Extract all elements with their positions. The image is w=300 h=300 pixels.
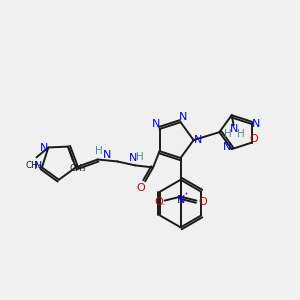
Text: H: H bbox=[136, 152, 144, 163]
Text: ⁺: ⁺ bbox=[183, 191, 188, 200]
Text: CH₃: CH₃ bbox=[25, 161, 42, 170]
Text: N: N bbox=[129, 154, 137, 164]
Text: H: H bbox=[224, 129, 232, 139]
Text: N: N bbox=[40, 143, 49, 154]
Text: N: N bbox=[194, 135, 203, 145]
Text: N: N bbox=[223, 142, 231, 152]
Text: N: N bbox=[34, 161, 42, 171]
Text: N: N bbox=[179, 112, 188, 122]
Text: N: N bbox=[230, 124, 238, 134]
Text: O: O bbox=[249, 134, 258, 144]
Text: O: O bbox=[198, 196, 207, 207]
Text: ⁻: ⁻ bbox=[160, 201, 165, 210]
Text: H: H bbox=[95, 146, 103, 156]
Text: O: O bbox=[137, 183, 146, 193]
Text: N: N bbox=[251, 119, 260, 129]
Text: O: O bbox=[154, 196, 163, 207]
Text: N: N bbox=[103, 149, 112, 160]
Text: N: N bbox=[152, 119, 160, 129]
Text: CH₃: CH₃ bbox=[70, 164, 86, 173]
Text: N: N bbox=[176, 195, 185, 205]
Text: H: H bbox=[237, 129, 244, 139]
